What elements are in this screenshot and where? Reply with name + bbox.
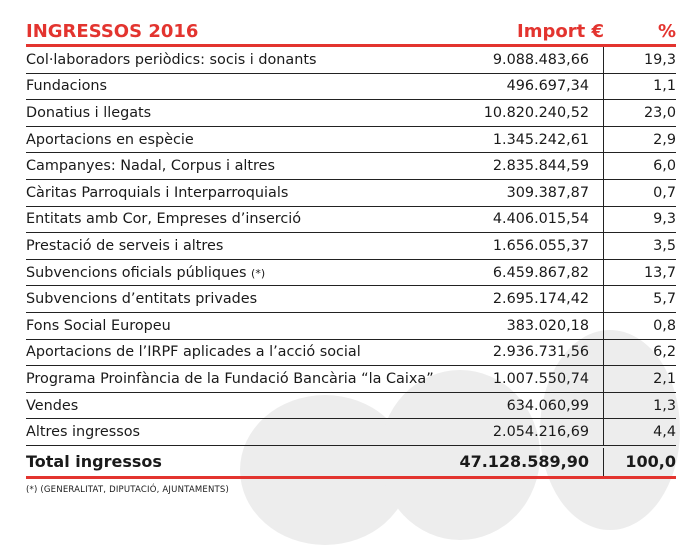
row-label-text: Aportacions de l’IRPF aplicades a l’acci… — [26, 344, 361, 361]
row-percent: 3,5 — [653, 237, 676, 254]
row-percent: 4,4 — [653, 424, 676, 441]
table-row: Fundacions 496.697,34 1,1 — [26, 73, 676, 101]
row-label: Entitats amb Cor, Empreses d’inserció — [26, 211, 454, 227]
table-header: INGRESSOS 2016 Import € % — [26, 14, 676, 42]
row-label: Subvencions oficials públiques (*) — [26, 265, 454, 281]
table-row: Programa Proinfància de la Fundació Banc… — [26, 366, 676, 393]
percent-column-header: % — [657, 21, 676, 42]
row-label-text: Altres ingressos — [26, 424, 141, 441]
row-percent: 9,3 — [653, 211, 676, 228]
row-percent: 1,1 — [653, 78, 676, 95]
row-label-text: Entitats amb Cor, Empreses d’inserció — [26, 211, 302, 228]
footnote: (*) (GENERALITAT, DIPUTACIÓ, AJUNTAMENTS… — [26, 484, 230, 495]
row-amount: 2.835.844,59 — [454, 153, 604, 179]
row-label-text: Fons Social Europeu — [26, 317, 171, 334]
row-percent: 0,8 — [653, 317, 676, 334]
row-percent: 2,1 — [653, 370, 676, 387]
row-percent: 23,0 — [643, 104, 676, 121]
row-amount: 383.020,18 — [454, 312, 604, 339]
row-amount: 9.088.483,66 — [454, 47, 604, 73]
row-label: Fons Social Europeu — [26, 318, 454, 334]
table-title: INGRESSOS 2016 — [26, 21, 199, 42]
row-label-text: Subvencions d’entitats privades — [26, 291, 258, 308]
row-percent: 0,7 — [653, 184, 676, 201]
row-amount: 6.459.867,82 — [454, 259, 604, 286]
row-amount: 2.936.731,56 — [454, 339, 604, 366]
total-percent: 100,0 — [625, 452, 676, 472]
row-label-text: Campanyes: Nadal, Corpus i altres — [26, 158, 276, 175]
row-amount: 1.656.055,37 — [454, 233, 604, 259]
row-label-text: Donatius i llegats — [26, 104, 152, 121]
row-amount: 309.387,87 — [454, 179, 604, 206]
row-label: Col·laboradors periòdics: socis i donant… — [26, 52, 454, 68]
table-body: Col·laboradors periòdics: socis i donant… — [26, 47, 676, 446]
table-row: Prestació de serveis i altres 1.656.055,3… — [26, 233, 676, 260]
row-amount: 1.007.550,74 — [454, 366, 604, 392]
row-percent: 5,7 — [653, 291, 676, 308]
row-label-text: Col·laboradors periòdics: socis i donant… — [26, 51, 317, 68]
row-label: Càritas Parroquials i Interparroquials — [26, 185, 454, 201]
total-label: Total ingressos — [26, 452, 162, 472]
row-label: Prestació de serveis i altres — [26, 238, 454, 254]
row-label: Fundacions — [26, 78, 454, 94]
row-amount: 4.406.015,54 — [454, 206, 604, 233]
income-table: INGRESSOS 2016 Import € % Col·laboradors… — [26, 14, 676, 495]
row-label: Aportacions de l’IRPF aplicades a l’acci… — [26, 344, 454, 360]
table-row: Altres ingressos 2.054.216,69 4,4 — [26, 419, 676, 446]
row-percent: 6,0 — [653, 158, 676, 175]
row-percent: 13,7 — [643, 264, 676, 281]
row-amount: 634.060,99 — [454, 392, 604, 419]
row-label-text: Aportacions en espècie — [26, 131, 194, 148]
table-row: Subvencions d’entitats privades 2.695.174… — [26, 286, 676, 313]
table-row: Fons Social Europeu 383.020,18 0,8 — [26, 312, 676, 340]
watermark-shape — [380, 370, 540, 540]
row-label-text: Càritas Parroquials i Interparroquials — [26, 184, 289, 201]
table-row: Aportacions en espècie 1.345.242,61 2,9 — [26, 126, 676, 154]
row-label: Programa Proinfància de la Fundació Banc… — [26, 371, 454, 387]
row-label-text: Vendes — [26, 397, 79, 414]
amount-column-header: Import € — [517, 21, 604, 42]
table-row: Entitats amb Cor, Empreses d’inserció 4.4… — [26, 206, 676, 234]
table-row: Càritas Parroquials i Interparroquials 30… — [26, 179, 676, 207]
total-row: Total ingressos 47.128.589,90 100,0 — [26, 447, 676, 479]
row-percent: 2,9 — [653, 131, 676, 148]
header-rule — [26, 44, 676, 47]
row-label-text: Subvencions oficials públiques — [26, 264, 247, 281]
row-amount: 2.054.216,69 — [454, 419, 604, 445]
table-row: Campanyes: Nadal, Corpus i altres 2.835.8… — [26, 153, 676, 180]
row-label: Vendes — [26, 398, 454, 414]
watermark-shape — [540, 330, 680, 530]
row-label: Altres ingressos — [26, 424, 454, 440]
table-row: Vendes 634.060,99 1,3 — [26, 392, 676, 420]
row-percent: 1,3 — [653, 397, 676, 414]
total-amount: 47.128.589,90 — [454, 447, 604, 476]
row-label: Campanyes: Nadal, Corpus i altres — [26, 158, 454, 174]
table-row: Col·laboradors periòdics: socis i donant… — [26, 47, 676, 74]
table-row: Aportacions de l’IRPF aplicades a l’acci… — [26, 339, 676, 367]
row-label: Subvencions d’entitats privades — [26, 291, 454, 307]
table-row: Donatius i llegats 10.820.240,52 23,0 — [26, 100, 676, 127]
row-amount: 1.345.242,61 — [454, 126, 604, 153]
table-row: Subvencions oficials públiques (*) 6.459.… — [26, 259, 676, 287]
row-amount: 496.697,34 — [454, 73, 604, 100]
row-label-text: Fundacions — [26, 78, 108, 95]
row-label-text: Prestació de serveis i altres — [26, 237, 224, 254]
row-amount: 10.820.240,52 — [454, 100, 604, 126]
row-label-text: Programa Proinfància de la Fundació Banc… — [26, 370, 434, 387]
row-label: Donatius i llegats — [26, 105, 454, 121]
row-percent: 6,2 — [653, 344, 676, 361]
row-label: Aportacions en espècie — [26, 132, 454, 148]
row-note: (*) — [251, 266, 266, 280]
row-amount: 2.695.174,42 — [454, 286, 604, 312]
row-percent: 19,3 — [643, 51, 676, 68]
